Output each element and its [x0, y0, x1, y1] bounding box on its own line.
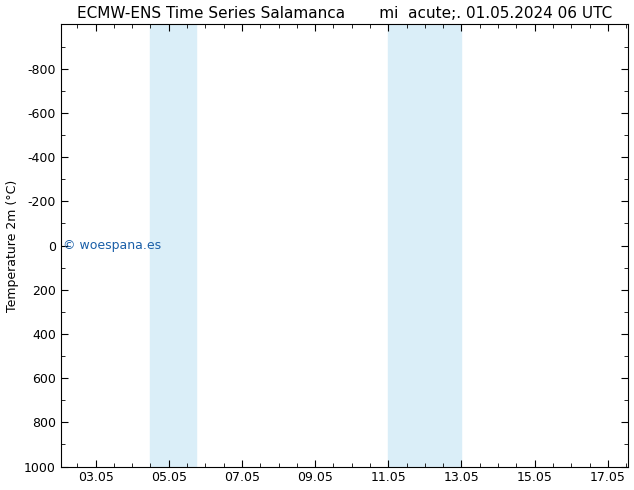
Text: © woespana.es: © woespana.es — [63, 239, 161, 252]
Bar — [150, 24, 196, 466]
Bar — [388, 24, 462, 466]
Y-axis label: Temperature 2m (°C): Temperature 2m (°C) — [6, 179, 18, 312]
Title: ECMW-ENS Time Series Salamanca       mi  acute;. 01.05.2024 06 UTC: ECMW-ENS Time Series Salamanca mi acute;… — [77, 5, 612, 21]
